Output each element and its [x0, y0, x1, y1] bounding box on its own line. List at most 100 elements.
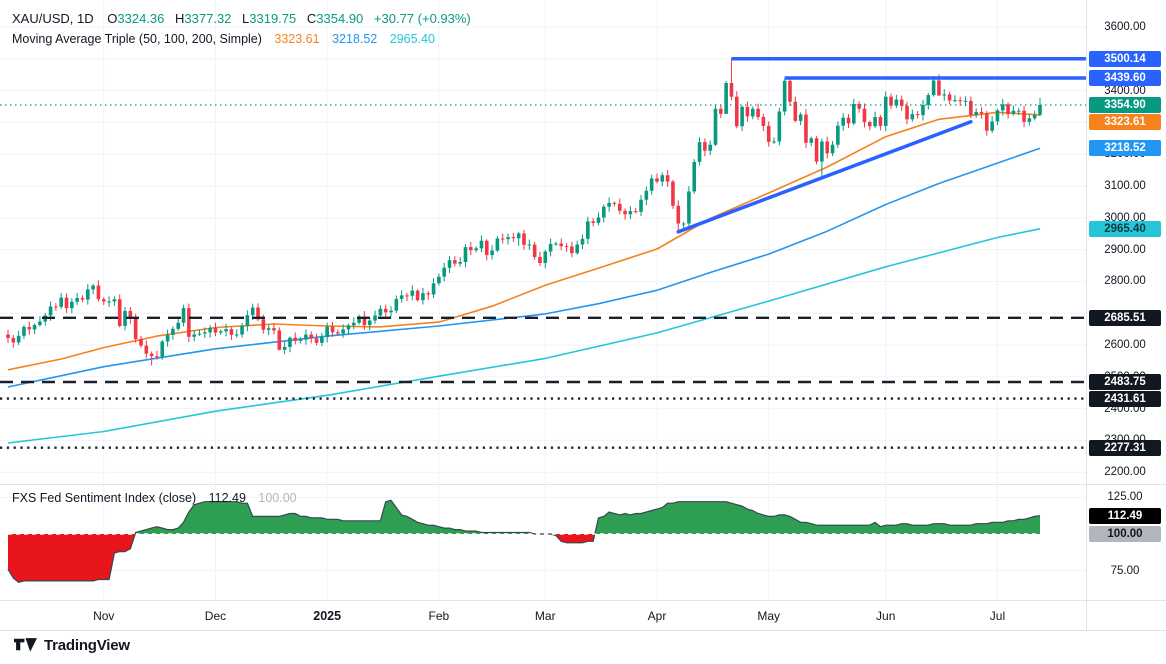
- candle-body: [1022, 110, 1026, 122]
- candle-body: [564, 246, 569, 248]
- candle-body: [245, 315, 250, 326]
- candle-body: [644, 190, 649, 200]
- sentiment-pane[interactable]: [0, 485, 1086, 600]
- candle-body: [607, 202, 611, 207]
- main-grid: [0, 0, 1086, 484]
- candle-body: [995, 110, 1000, 122]
- candle-body: [38, 321, 42, 325]
- candle-body: [298, 339, 303, 341]
- sentiment-line: [7, 499, 1041, 584]
- candle-body: [947, 94, 952, 101]
- candle-body: [149, 353, 154, 357]
- time-axis-label-May: May: [757, 608, 781, 623]
- candle-body: [628, 211, 633, 215]
- time-axis-divider: [0, 600, 1166, 601]
- candle-body: [192, 334, 196, 337]
- candle-body: [516, 233, 521, 239]
- candle-body: [22, 326, 26, 336]
- candle-body: [559, 243, 564, 247]
- candle-body: [160, 341, 165, 357]
- pane-divider[interactable]: [0, 484, 1166, 485]
- candle-body: [155, 356, 159, 358]
- candle-body: [729, 82, 734, 97]
- time-axis-label-Jun: Jun: [876, 608, 896, 623]
- candle-body: [734, 96, 739, 127]
- time-axis-label-Dec: Dec: [204, 608, 227, 623]
- candle-body: [649, 178, 654, 191]
- price-badge-3439.60: 3439.60: [1089, 70, 1161, 87]
- time-axis[interactable]: Nov Dec 2025 Feb Mar Apr May Jun Jul: [0, 601, 1086, 630]
- candle-body: [394, 298, 399, 311]
- price-pane[interactable]: [0, 0, 1086, 484]
- candle-body: [16, 335, 21, 343]
- candle-body: [825, 141, 830, 154]
- candle-body: [511, 237, 516, 239]
- candle-body: [224, 329, 228, 332]
- ma200-value: 2965.40: [389, 32, 435, 46]
- candle-body: [70, 301, 74, 309]
- time-axis-label-Apr: Apr: [647, 608, 667, 623]
- candle-body: [405, 295, 409, 297]
- candle-body: [453, 260, 457, 264]
- sentiment-legend[interactable]: FXS Fed Sentiment Index (close) 112.49 1…: [12, 489, 297, 507]
- candle-body: [809, 138, 814, 143]
- candle-body: [841, 117, 845, 126]
- candle-body: [798, 114, 803, 121]
- candle-body: [415, 290, 420, 301]
- ma-indicator-label: Moving Average Triple (50, 100, 200, Sim…: [12, 32, 262, 46]
- candle-body: [117, 299, 122, 326]
- price-badge-3218.52: 3218.52: [1089, 140, 1161, 157]
- tradingview-logo-text: TradingView: [44, 637, 130, 654]
- candle-body: [527, 244, 532, 246]
- sentiment-value: 112.49: [208, 491, 246, 505]
- candle-body: [447, 260, 452, 268]
- candle-body: [681, 223, 686, 225]
- candle-body: [750, 108, 755, 117]
- candle-body: [133, 318, 138, 339]
- time-axis-label-Mar: Mar: [534, 608, 556, 623]
- candle-body: [11, 338, 16, 343]
- candle-body: [963, 100, 968, 102]
- tradingview-logo[interactable]: TradingView: [14, 637, 130, 654]
- candle-body: [229, 329, 234, 335]
- candle-body: [1027, 118, 1032, 122]
- sentiment-area-positive: [135, 500, 551, 534]
- candle-body: [687, 191, 691, 224]
- candle-body: [937, 80, 941, 96]
- candle-body: [793, 101, 798, 121]
- candle-body: [208, 327, 212, 333]
- candle-body: [325, 326, 329, 338]
- axis-label: 2900.00: [1104, 243, 1146, 256]
- candle-body: [203, 332, 207, 334]
- candle-body: [282, 346, 287, 350]
- candle-body: [309, 334, 314, 339]
- sentiment-baseline-value: 100.00: [258, 491, 297, 505]
- symbol-ohlc-row: XAU/USD, 1D O3324.36 H3377.32 L3319.75 C…: [12, 8, 471, 29]
- candle-body: [671, 181, 675, 206]
- low-value: L3319.75: [242, 11, 297, 26]
- candle-body: [187, 308, 191, 337]
- ma-line-ma50: [7, 111, 1041, 371]
- candle-body: [27, 326, 32, 330]
- candle-body: [905, 105, 909, 120]
- price-axis[interactable]: 3600.003400.003200.003100.003000.002900.…: [1087, 0, 1166, 630]
- candle-body: [910, 114, 915, 120]
- candle-body: [80, 297, 85, 300]
- symbol-legend[interactable]: XAU/USD, 1D O3324.36 H3377.32 L3319.75 C…: [12, 8, 471, 50]
- axis-label: 75.00: [1110, 564, 1140, 577]
- candle-body: [234, 334, 239, 336]
- candle-body: [107, 301, 111, 303]
- candle-body: [330, 326, 335, 333]
- ma100-value: 3218.52: [332, 32, 378, 46]
- ascending-trendline[interactable]: [676, 120, 973, 234]
- ma-line-ma100: [7, 147, 1041, 388]
- candle-body: [846, 117, 851, 124]
- candle-body: [261, 319, 266, 330]
- candle-body: [410, 290, 415, 296]
- price-badge-3354.90: 3354.90: [1089, 96, 1161, 113]
- ma-indicator-row[interactable]: Moving Average Triple (50, 100, 200, Sim…: [12, 29, 471, 50]
- candle-body: [314, 338, 319, 343]
- candle-body: [554, 243, 558, 245]
- candle-body: [357, 316, 361, 323]
- candle-body: [958, 100, 963, 102]
